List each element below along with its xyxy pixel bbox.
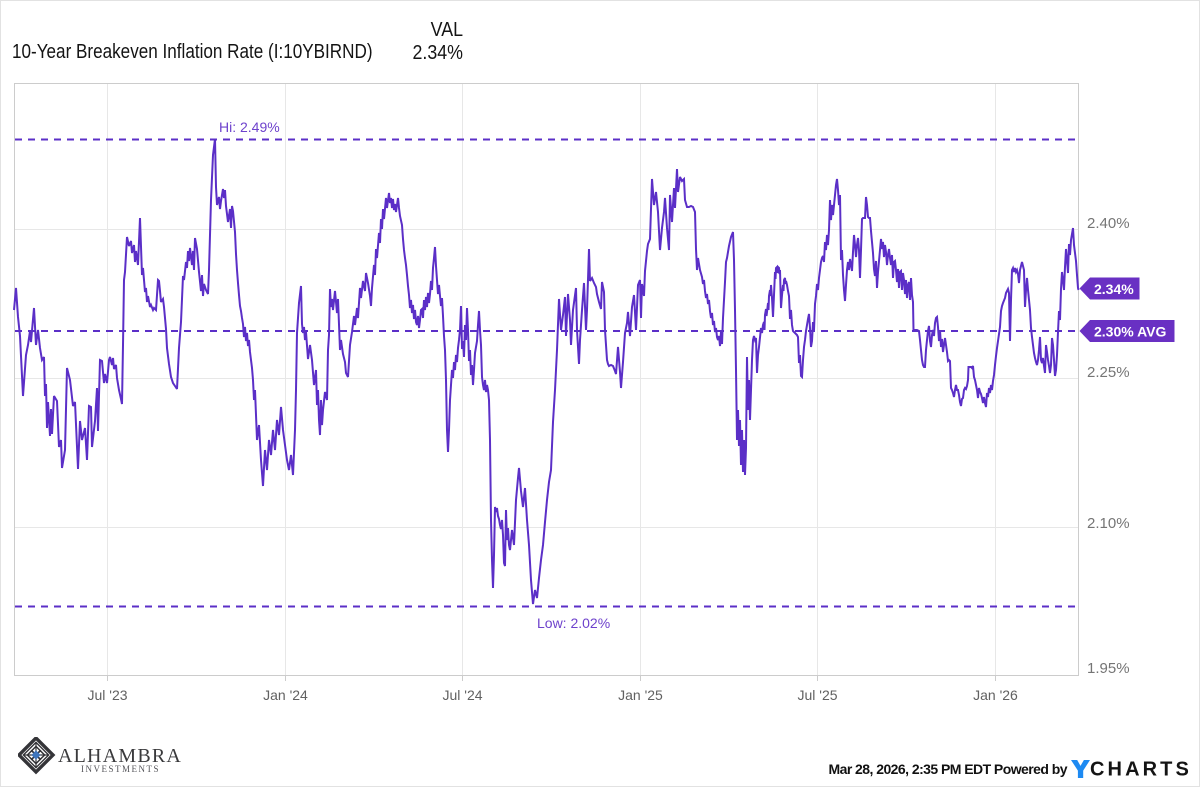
svg-text:2.30% AVG: 2.30% AVG <box>1094 323 1166 339</box>
svg-text:ALHAMBRA: ALHAMBRA <box>58 745 182 767</box>
svg-text:Hi: 2.49%: Hi: 2.49% <box>219 119 280 135</box>
svg-text:INVESTMENTS: INVESTMENTS <box>81 764 160 774</box>
svg-text:2.34%: 2.34% <box>1094 281 1134 297</box>
svg-text:CHARTS: CHARTS <box>1090 759 1192 781</box>
svg-text:Low: 2.02%: Low: 2.02% <box>537 615 610 631</box>
